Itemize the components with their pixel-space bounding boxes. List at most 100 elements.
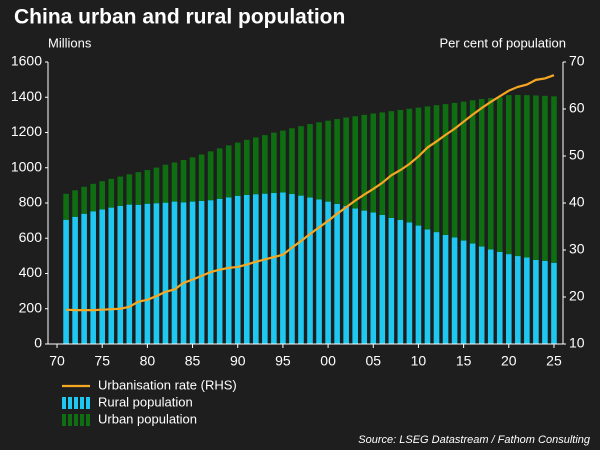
bar (216, 148, 223, 199)
y-tick-label: 600 (19, 229, 43, 245)
bar (162, 164, 169, 203)
bar (424, 229, 431, 344)
y2-tick-label: 10 (569, 335, 585, 351)
bar (253, 194, 259, 344)
bar (515, 256, 521, 344)
x-tick-label: 90 (230, 353, 246, 369)
bar (542, 260, 548, 344)
bar (515, 94, 521, 257)
bar (99, 209, 106, 344)
line (66, 74, 555, 312)
source: Source: LSEG Datastream / Fathom Consult… (358, 434, 591, 446)
bar (442, 234, 449, 344)
bar (298, 126, 304, 196)
bar (406, 222, 413, 344)
bar (334, 203, 340, 344)
bar (415, 225, 422, 344)
bar (198, 200, 205, 344)
x-tick-label: 10 (411, 353, 427, 369)
bar (524, 257, 530, 344)
bar (180, 202, 187, 344)
bar (289, 128, 295, 195)
bar (271, 132, 277, 193)
bar (325, 120, 331, 202)
y2-tick-label: 30 (569, 241, 585, 257)
bar (451, 102, 458, 238)
bar (171, 162, 178, 202)
bar (469, 100, 476, 244)
bar (63, 193, 69, 220)
bar (144, 170, 151, 204)
bar (189, 201, 196, 344)
legend-swatch (74, 414, 78, 426)
bar (144, 203, 151, 344)
x-tick-label: 00 (320, 353, 336, 369)
y-tick-label: 800 (19, 194, 43, 210)
bar (280, 192, 286, 344)
bar (72, 190, 78, 217)
bar (234, 142, 241, 196)
bar (361, 114, 368, 211)
bar (189, 157, 196, 202)
bar (551, 262, 557, 344)
legend-swatch (80, 397, 84, 409)
y-tick-label: 400 (19, 264, 43, 280)
bar (307, 124, 313, 198)
bar (90, 211, 96, 344)
bar (243, 139, 250, 195)
bar (216, 198, 223, 344)
y2-tick-label: 20 (569, 288, 585, 304)
bar (298, 195, 304, 344)
bar (478, 246, 485, 344)
bar (316, 122, 322, 200)
bar (316, 199, 322, 344)
bar (162, 202, 169, 344)
bar (198, 154, 205, 201)
bar (433, 105, 440, 233)
bar (343, 205, 349, 344)
bar (397, 109, 404, 220)
bar (307, 197, 313, 344)
y2-tick-label: 70 (569, 53, 585, 69)
y2-tick-label: 50 (569, 147, 585, 163)
y2-tick-label: 40 (569, 194, 585, 210)
y2-tick-label: 60 (569, 100, 585, 116)
bar (524, 95, 530, 258)
bar (117, 205, 124, 344)
legend-label: Urban population (98, 411, 197, 426)
bar (451, 237, 458, 344)
x-tick-label: 80 (140, 353, 156, 369)
bar (370, 212, 377, 344)
legend-swatch (86, 397, 90, 409)
legend-swatch (68, 414, 72, 426)
bar (533, 259, 539, 344)
bar (180, 159, 187, 203)
y-tick-label: 1200 (11, 123, 42, 139)
bar (99, 181, 106, 210)
y-tick-label: 0 (34, 335, 42, 351)
bar (478, 99, 485, 247)
bar (505, 254, 512, 344)
bar (496, 97, 503, 252)
bar (171, 201, 178, 344)
bar (352, 208, 358, 344)
bar (406, 108, 413, 223)
y-axis-label: Millions (48, 35, 92, 50)
bar (370, 113, 377, 213)
bar (243, 194, 250, 344)
bar (487, 98, 494, 250)
bar (262, 193, 268, 344)
bar (271, 192, 277, 344)
legend-label: Urbanisation rate (RHS) (98, 377, 237, 392)
bar (542, 95, 548, 261)
x-tick-label: 75 (94, 353, 110, 369)
x-tick-label: 25 (546, 353, 562, 369)
bar (460, 240, 467, 344)
bar (262, 135, 268, 194)
bar (343, 117, 349, 206)
bar (361, 210, 368, 344)
bar (325, 201, 331, 344)
bar (280, 130, 286, 193)
y-tick-label: 1600 (11, 53, 42, 69)
